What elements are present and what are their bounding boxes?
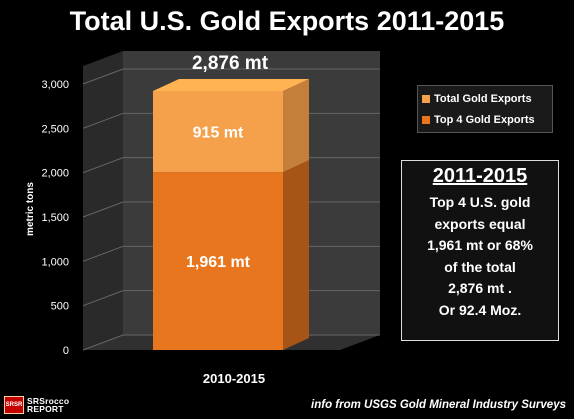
bar-segment-top4 — [153, 172, 283, 350]
summary-line: of the total — [444, 258, 516, 275]
y-tick-label: 2,500 — [41, 123, 69, 135]
logo-text: SRSrocco REPORT — [27, 396, 70, 414]
y-tick-label: 1,000 — [41, 256, 69, 268]
legend-swatch-total — [422, 94, 430, 103]
legend-item-total: Total Gold Exports — [422, 88, 548, 109]
legend-label-total: Total Gold Exports — [434, 92, 532, 105]
chart-title: Total U.S. Gold Exports 2011-2015 — [69, 6, 505, 36]
srsrocco-logo: SRSR SRSrocco REPORT — [4, 395, 69, 415]
legend-swatch-top4 — [422, 115, 430, 124]
y-tick-label: 1,500 — [41, 212, 69, 224]
y-axis-title: metric tons — [25, 182, 36, 236]
source-note: info from USGS Gold Mineral Industry Sur… — [311, 399, 566, 411]
x-category-label: 2010-2015 — [203, 371, 265, 386]
y-tick-label: 500 — [51, 301, 69, 313]
bar-segment-total — [153, 90, 283, 173]
bar-side-top4 — [283, 160, 309, 350]
data-label-grand-total: 2,876 mt — [192, 53, 269, 74]
logo-line-1: SRSrocco — [27, 396, 70, 406]
summary-line: 1,961 mt or 68% — [427, 237, 533, 253]
y-tick-label: 2,000 — [41, 168, 69, 180]
logo-mark: SRSR — [4, 396, 24, 414]
bar-top-cap — [153, 78, 309, 91]
data-label-total: 915 mt — [193, 125, 244, 142]
summary-body: Top 4 U.S. gold exports equal 1,961 mt o… — [402, 192, 558, 321]
legend-item-top4: Top 4 Gold Exports — [422, 109, 548, 130]
gridline — [82, 68, 380, 85]
data-label-top4: 1,961 mt — [186, 254, 251, 271]
bar-side-total — [283, 78, 309, 173]
summary-line: exports equal — [434, 215, 526, 232]
summary-line: Or 92.4 Moz. — [438, 301, 522, 318]
y-tick-label: 0 — [63, 345, 69, 357]
legend-label-top4: Top 4 Gold Exports — [434, 113, 535, 126]
logo-line-2: REPORT — [27, 404, 64, 414]
y-tick-label: 3,000 — [41, 79, 69, 91]
chart-side-wall — [83, 51, 123, 350]
chart-legend: Total Gold Exports Top 4 Gold Exports — [417, 85, 553, 133]
summary-box: 2011-2015 Top 4 U.S. gold exports equal … — [401, 160, 559, 341]
summary-heading: 2011-2015 — [432, 165, 528, 187]
summary-line: 2,876 mt . — [448, 280, 512, 296]
summary-line: Top 4 U.S. gold — [429, 194, 531, 210]
